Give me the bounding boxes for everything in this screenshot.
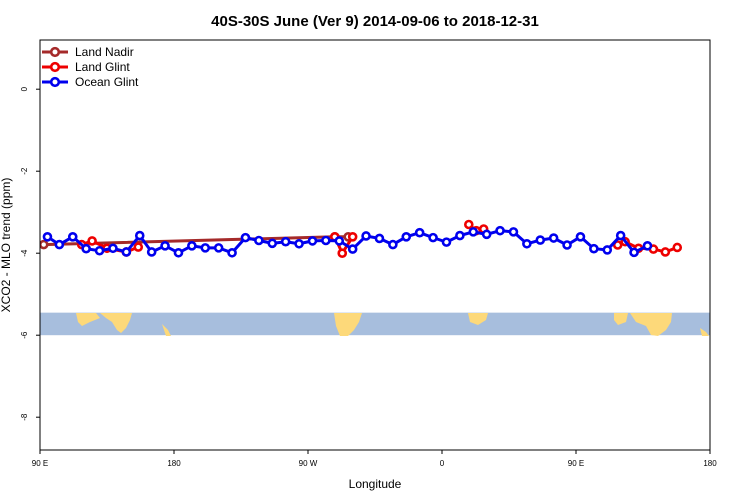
data-point bbox=[240, 232, 251, 243]
series-ocean-glint bbox=[42, 225, 653, 258]
data-point bbox=[267, 238, 278, 249]
data-point bbox=[146, 247, 157, 257]
data-point bbox=[337, 248, 348, 258]
data-point bbox=[615, 230, 626, 241]
data-point bbox=[173, 247, 184, 258]
series-line bbox=[46, 229, 649, 255]
land-shape bbox=[468, 313, 488, 325]
data-point bbox=[428, 232, 438, 243]
legend-marker bbox=[49, 46, 61, 58]
y-tick-label: -6 bbox=[20, 331, 29, 339]
data-point bbox=[575, 232, 586, 242]
data-point bbox=[468, 227, 479, 237]
data-point bbox=[200, 243, 211, 253]
land-shape bbox=[614, 313, 628, 325]
data-point bbox=[307, 236, 318, 246]
data-point bbox=[508, 227, 519, 237]
data-point bbox=[42, 232, 53, 242]
data-point bbox=[522, 238, 532, 249]
data-point bbox=[401, 232, 412, 242]
x-tick-label: 180 bbox=[703, 459, 717, 468]
data-point bbox=[414, 227, 425, 238]
data-point bbox=[463, 219, 474, 230]
y-tick-label: -8 bbox=[20, 413, 29, 421]
map-strip bbox=[40, 312, 710, 336]
data-point bbox=[280, 236, 291, 247]
x-tick-label: 180 bbox=[167, 459, 181, 468]
data-point bbox=[294, 238, 304, 249]
y-tick-label: -2 bbox=[20, 167, 29, 175]
land-shape bbox=[76, 313, 100, 326]
data-point bbox=[441, 237, 452, 247]
data-point bbox=[160, 241, 170, 251]
data-point bbox=[347, 232, 358, 242]
data-point bbox=[481, 229, 492, 240]
data-point bbox=[495, 225, 505, 236]
data-point bbox=[187, 241, 197, 251]
data-point bbox=[108, 243, 118, 254]
ocean-band bbox=[40, 312, 710, 336]
data-point bbox=[321, 235, 331, 246]
data-point bbox=[87, 236, 97, 246]
chart-title: 40S-30S June (Ver 9) 2014-09-06 to 2018-… bbox=[211, 13, 539, 30]
data-point bbox=[629, 247, 639, 258]
legend-item: Land Glint bbox=[42, 60, 130, 74]
data-point bbox=[94, 245, 105, 256]
data-point bbox=[562, 240, 572, 250]
x-tick-label: 90 E bbox=[32, 459, 48, 468]
data-point bbox=[388, 239, 398, 250]
y-tick-label: 0 bbox=[20, 86, 29, 91]
data-point bbox=[133, 242, 144, 252]
axes: 90 E 180 90 W 0 90 E 180 0 -2 -4 -6 -8 bbox=[20, 86, 717, 468]
data-point bbox=[612, 240, 623, 250]
data-point bbox=[81, 243, 91, 254]
land-shape bbox=[100, 313, 132, 333]
legend-item: Land Nadir bbox=[42, 45, 134, 59]
data-point bbox=[254, 235, 264, 246]
data-point bbox=[589, 243, 599, 254]
legend-label: Ocean Glint bbox=[75, 75, 139, 89]
plot-frame bbox=[39, 39, 711, 451]
data-point bbox=[213, 243, 224, 253]
data-point bbox=[535, 235, 546, 245]
data-point bbox=[121, 247, 132, 257]
data-point bbox=[54, 239, 65, 250]
land-shape bbox=[630, 313, 672, 336]
x-tick-label: 90 W bbox=[299, 459, 318, 468]
land-shape bbox=[700, 328, 709, 336]
data-point bbox=[548, 233, 559, 243]
data-point bbox=[40, 239, 49, 250]
legend-item: Ocean Glint bbox=[42, 75, 139, 89]
data-point bbox=[227, 247, 237, 258]
land-shape bbox=[334, 313, 362, 336]
data-point bbox=[374, 233, 385, 244]
y-tick-label: -4 bbox=[20, 249, 29, 257]
legend-marker bbox=[49, 61, 61, 73]
data-point bbox=[67, 232, 78, 242]
series-layer bbox=[40, 219, 683, 258]
y-axis-label: XCO2 - MLO trend (ppm) bbox=[0, 178, 13, 313]
data-point bbox=[602, 245, 613, 255]
data-point bbox=[642, 241, 653, 251]
data-point bbox=[672, 242, 683, 253]
data-point bbox=[134, 230, 145, 241]
legend-label: Land Glint bbox=[75, 60, 130, 74]
x-tick-label: 0 bbox=[440, 459, 445, 468]
legend-label: Land Nadir bbox=[75, 45, 134, 59]
x-tick-label: 90 E bbox=[568, 459, 584, 468]
land-shape bbox=[162, 324, 171, 336]
x-axis-label: Longitude bbox=[349, 477, 402, 491]
legend-marker bbox=[49, 76, 61, 88]
data-point bbox=[455, 230, 465, 241]
data-point bbox=[334, 236, 345, 246]
data-point bbox=[361, 231, 371, 241]
data-point bbox=[347, 244, 358, 254]
data-point bbox=[660, 247, 671, 257]
